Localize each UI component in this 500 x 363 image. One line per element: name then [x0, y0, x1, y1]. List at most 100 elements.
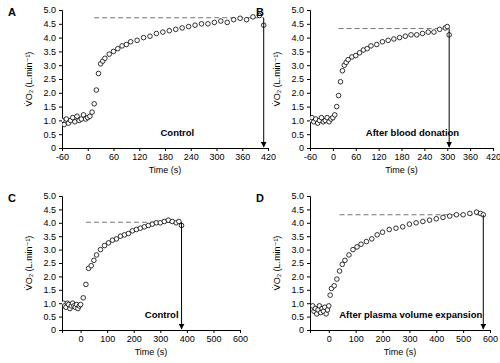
y-tick-label: 0.5 [43, 130, 56, 140]
data-point [338, 79, 343, 84]
y-tick-label: 4.5 [43, 205, 56, 215]
data-point [340, 68, 345, 73]
y-tick-mark [59, 93, 62, 94]
data-point [332, 283, 337, 288]
y-tick-mark [307, 330, 310, 331]
data-point [427, 218, 432, 223]
y-tick-mark [59, 236, 62, 237]
data-point [369, 44, 374, 49]
y-tick-label: 1.5 [291, 102, 304, 112]
data-point [94, 88, 99, 93]
data-point [397, 35, 402, 40]
data-point [400, 225, 405, 230]
y-tick: 0.5 [291, 130, 310, 140]
x-tick-mark [463, 330, 464, 333]
y-axis-line [307, 11, 311, 149]
x-tick: 300 [153, 330, 168, 344]
data-point [327, 304, 332, 309]
y-tick-mark [307, 51, 310, 52]
y-tick-mark [59, 263, 62, 264]
y-tick-label: 0.5 [291, 130, 304, 140]
y-tick-mark [307, 317, 310, 318]
y-tick: 4.5 [43, 205, 62, 215]
x-tick-mark [356, 330, 357, 333]
data-point [447, 214, 452, 219]
x-axis: 0100200300400500600 [63, 330, 249, 344]
x-tick-label: 240 [417, 152, 432, 162]
y-tick: 4.0 [43, 33, 62, 43]
data-point [421, 219, 426, 224]
y-tick: 0 [51, 325, 62, 335]
y-tick-label: 2.0 [291, 272, 304, 282]
y-tick: 1.5 [291, 285, 310, 295]
x-tick: 500 [456, 330, 471, 344]
y-tick-mark [307, 79, 310, 80]
data-point [374, 42, 379, 47]
x-tick-label: 60 [109, 152, 119, 162]
x-tick-mark [191, 148, 192, 151]
y-tick-label: 1.5 [291, 285, 304, 295]
x-tick-mark [268, 148, 269, 151]
x-axis-line [311, 149, 494, 152]
y-tick-mark [59, 38, 62, 39]
x-tick-mark [217, 148, 218, 151]
y-tick-mark [59, 317, 62, 318]
x-tick: 100 [100, 330, 115, 344]
x-axis: 0100200300400500600 [311, 330, 499, 344]
y-tick-mark [307, 120, 310, 121]
data-point [84, 282, 89, 287]
x-tick-label: 600 [233, 334, 248, 344]
x-tick: 180 [394, 148, 409, 162]
data-point [420, 31, 425, 36]
y-tick-mark [307, 276, 310, 277]
y-tick-label: 1.0 [291, 299, 304, 309]
x-tick-label: 500 [456, 334, 471, 344]
y-tick-label: 0 [51, 325, 56, 335]
x-tick-label: 360 [463, 152, 478, 162]
x-tick-label: 200 [127, 334, 142, 344]
x-tick: 300 [209, 148, 224, 162]
data-point [387, 227, 392, 232]
x-tick: 0 [331, 148, 336, 162]
data-point [454, 212, 459, 217]
y-axis-title: V̇O₂ (L.min⁻¹) [272, 52, 282, 107]
x-tick-mark [213, 330, 214, 333]
end-arrow [181, 222, 182, 329]
x-tick: 60 [109, 148, 119, 162]
x-tick-label: 180 [158, 152, 173, 162]
y-tick-mark [307, 93, 310, 94]
y-tick-mark [307, 209, 310, 210]
y-axis: 00.51.01.52.02.53.03.54.04.55.0 [291, 191, 310, 335]
data-point [193, 23, 198, 28]
x-tick-mark [187, 330, 188, 333]
y-tick-mark [307, 134, 310, 135]
data-point [375, 233, 380, 238]
y-tick: 0 [299, 325, 310, 335]
y-tick: 4.5 [291, 205, 310, 215]
x-tick-label: 420 [486, 152, 500, 162]
data-point [251, 15, 256, 20]
data-point [359, 242, 364, 247]
x-tick: 300 [402, 330, 417, 344]
y-tick: 1.0 [291, 299, 310, 309]
y-tick: 1.5 [43, 102, 62, 112]
data-point [225, 20, 230, 25]
y-tick: 5.0 [291, 191, 310, 201]
x-tick: 200 [127, 330, 142, 344]
y-tick-mark [59, 120, 62, 121]
data-point [167, 28, 172, 33]
x-tick-label: 300 [440, 152, 455, 162]
x-tick-label: 300 [153, 334, 168, 344]
x-tick-label: 200 [376, 334, 391, 344]
x-tick-label: 600 [483, 334, 498, 344]
data-point [186, 24, 191, 29]
y-tick-label: 1.0 [43, 299, 56, 309]
x-tick-label: 100 [100, 334, 115, 344]
y-axis-title: V̇O₂ (L.min⁻¹) [24, 236, 34, 291]
x-tick-mark [424, 148, 425, 151]
x-tick-mark [114, 148, 115, 151]
data-point [107, 52, 112, 57]
data-point [128, 39, 133, 44]
x-tick-label: 120 [132, 152, 147, 162]
y-tick: 4.5 [291, 19, 310, 29]
